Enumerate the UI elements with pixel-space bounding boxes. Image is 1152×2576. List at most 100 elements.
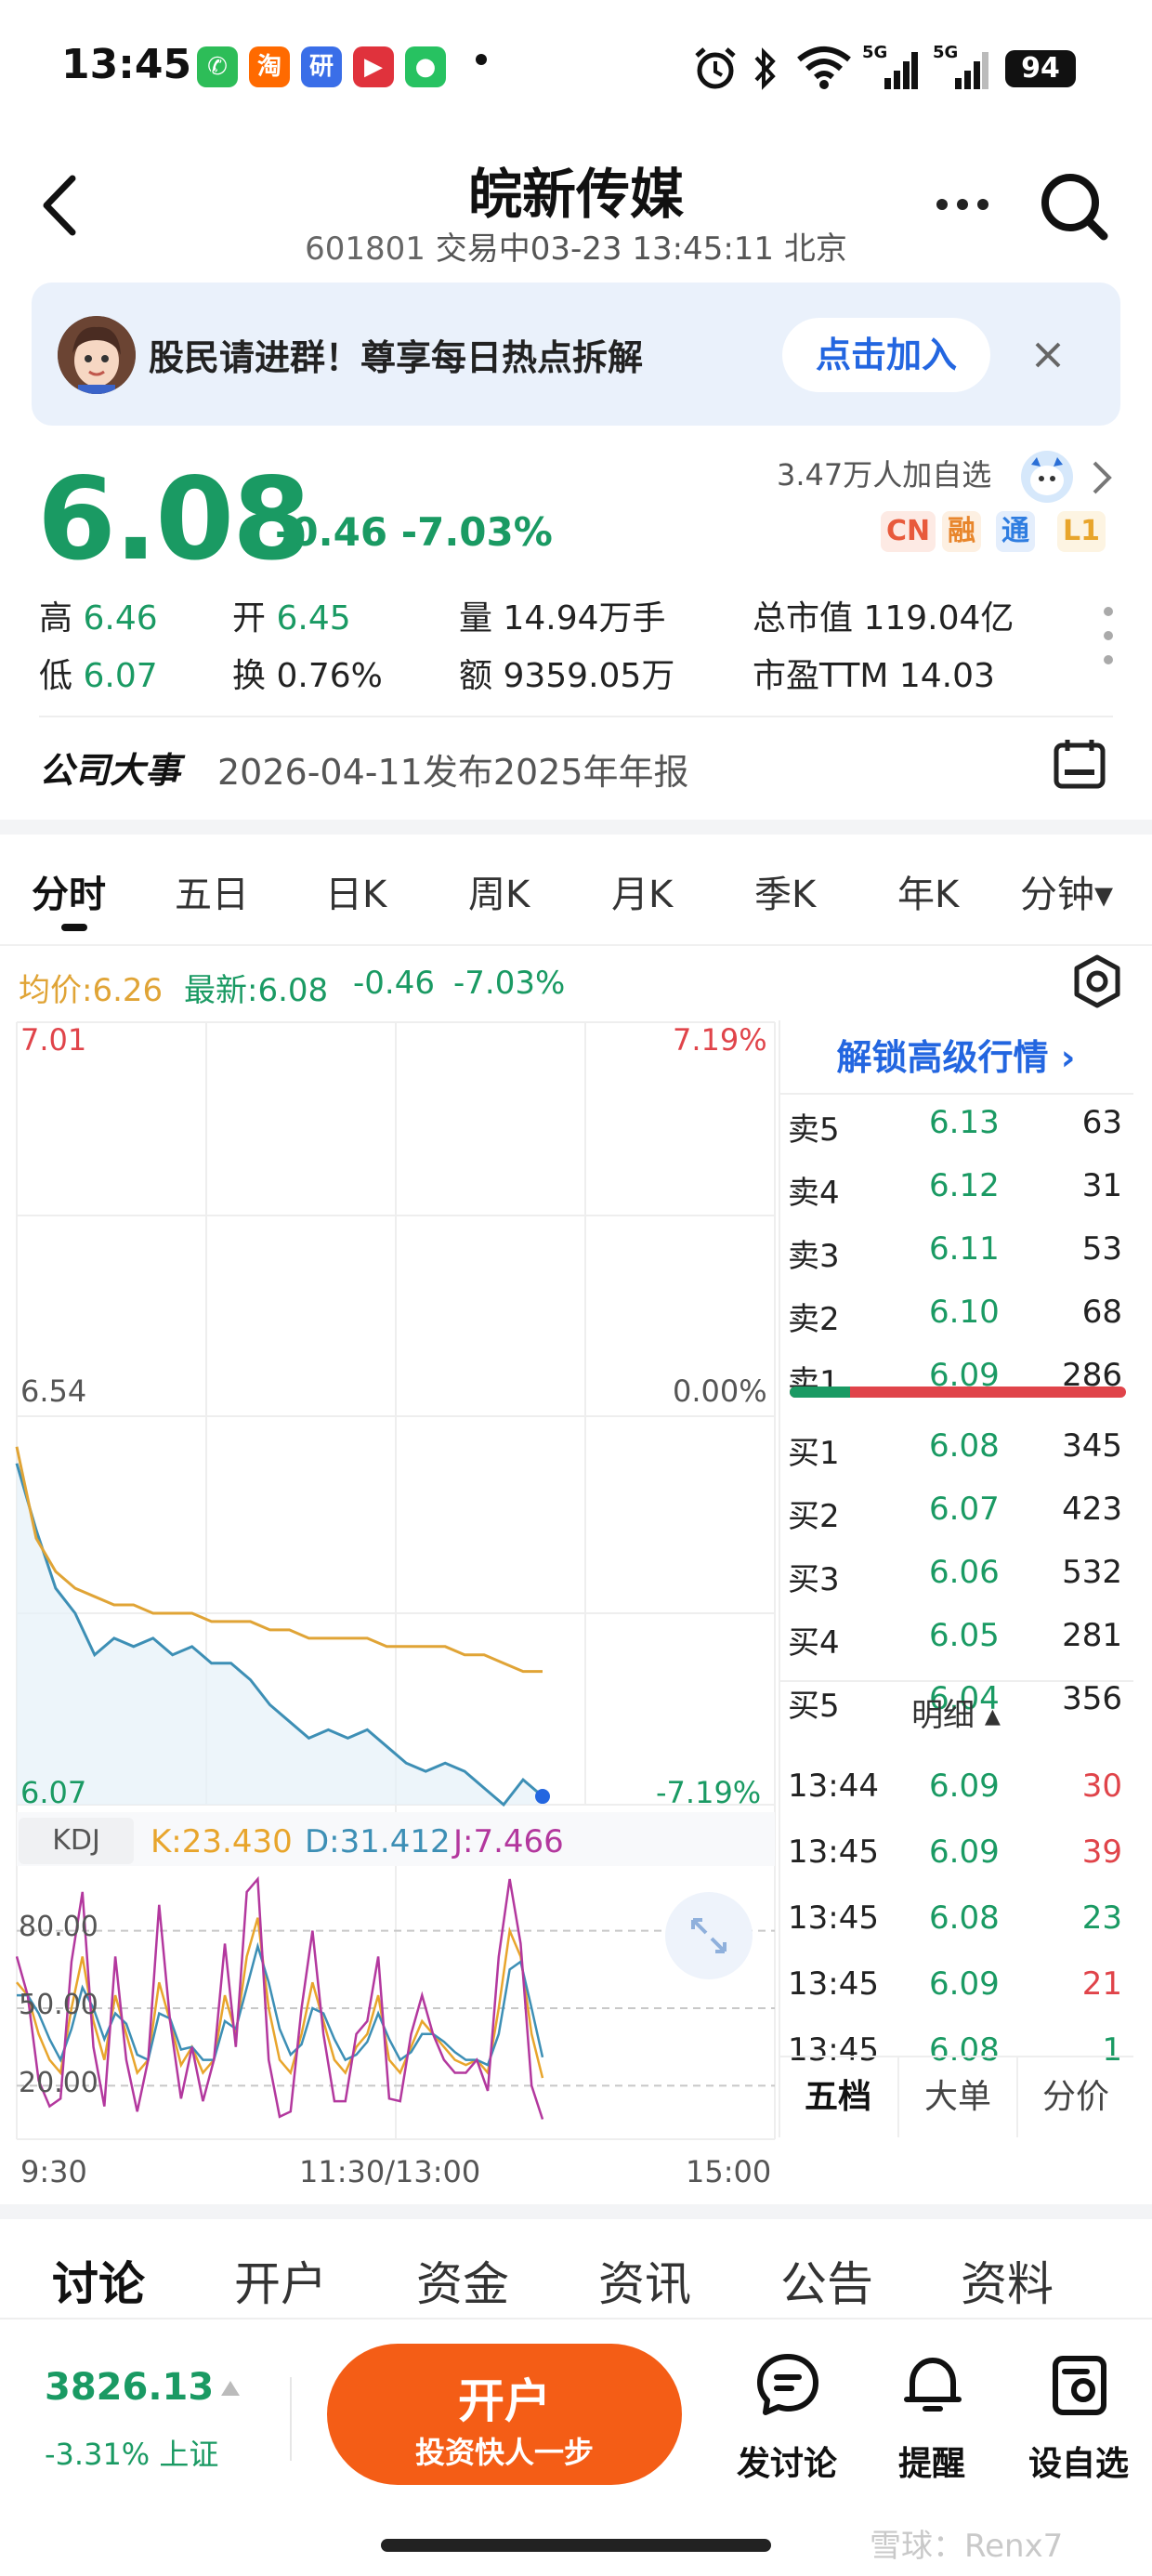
ask-row-price: 6.12 [929,1167,1000,1204]
ask-row-label: 卖5 [788,1111,840,1149]
current-price: 6.08 [37,453,311,585]
avg-price-legend: 均价:6.26 [19,972,164,1009]
add-watchlist-button[interactable]: 设自选 [1016,2351,1141,2491]
trade-tick-row: 13:45 6.08 23 [788,1892,1126,1948]
orderbook-tab[interactable]: 大单 [897,2056,1016,2137]
search-icon[interactable] [1039,167,1109,242]
quote-tag: CN [881,511,936,552]
bid-row-label: 买1 [788,1435,840,1472]
stat-volume: 量 14.94万手 [459,599,666,637]
ask-row-volume: 53 [1081,1230,1122,1268]
intraday-chart[interactable] [13,1015,777,2150]
chart-tab[interactable]: 五日 [175,874,249,916]
content-tab[interactable]: 资讯 [598,2257,691,2311]
content-tab[interactable]: 资料 [961,2257,1054,2311]
y-right-tick-high: 7.19% [673,1022,767,1058]
taobao-icon: 淘 [249,46,290,87]
watermark-text: 雪球：Renx7 [870,2528,1064,2565]
company-events-title: 公司大事 [39,750,181,791]
index-change: -3.31% 上证 [45,2437,219,2472]
trade-tick-row-price: 6.09 [929,1768,1000,1805]
trade-tick-row-volume: 23 [1081,1899,1122,1937]
active-tab-indicator [61,924,87,931]
network-type-label: 5G [862,43,888,62]
trade-tick-row: 13:45 6.09 39 [788,1826,1126,1882]
chevron-right-icon[interactable] [1091,459,1113,496]
expand-icon [691,1918,727,1953]
ask-row: 卖4 6.12 31 [788,1160,1126,1216]
promo-text: 股民请进群！尊享每日热点拆解 [149,337,644,378]
orderbook-tab[interactable]: 分价 [1016,2056,1133,2137]
watchlist-settings-icon [1053,2356,1106,2415]
content-tab[interactable]: 资金 [416,2257,509,2311]
price-change-percent: -7.03% [400,509,553,555]
calendar-icon[interactable] [1052,736,1107,792]
status-bar: 13:45 ✆ 淘研 ▶ ● 5G 5G 94 [0,0,1152,139]
bid-row-price: 6.06 [929,1554,1000,1591]
quote-tag: 融 [942,511,981,552]
chart-tab[interactable]: 周K [468,874,530,916]
bid-row-volume: 532 [1062,1554,1122,1591]
trade-tick-row-price: 6.08 [929,2031,1000,2069]
alert-button[interactable]: 提醒 [870,2351,994,2491]
y-right-tick-mid: 0.00% [673,1373,767,1409]
detail-toggle[interactable]: 明细 ▴ [911,1697,1001,1734]
home-indicator[interactable] [381,2539,771,2552]
y-tick-high: 7.01 [20,1022,87,1058]
company-events-text[interactable]: 2026-04-11发布2025年年报 [217,752,689,793]
chart-tab[interactable]: 分钟▾ [1020,874,1114,916]
indicator-selector[interactable]: KDJ [19,1818,134,1864]
x-tick-open: 9:30 [20,2154,87,2189]
content-tab[interactable]: 开户 [234,2257,327,2311]
latest-percent-legend: -7.03% [453,965,566,1002]
bid-row-price: 6.08 [929,1427,1000,1465]
close-icon[interactable] [1033,340,1063,370]
ask-row: 卖2 6.10 68 [788,1286,1126,1342]
fullscreen-button[interactable] [665,1892,753,1979]
stat-high: 高 6.46 [39,599,158,637]
expand-stats-icon[interactable] [1102,604,1115,667]
divider [780,1680,1133,1682]
trade-tick-row-label: 13:45 [788,1965,879,2003]
trade-tick-row-label: 13:45 [788,1833,879,1871]
chart-settings-icon[interactable] [1070,953,1124,1009]
section-separator [0,2204,1152,2219]
chart-tab[interactable]: 分时 [32,874,106,916]
alert-label: 提醒 [897,2445,965,2483]
more-icon[interactable] [935,195,990,214]
content-tab[interactable]: 公告 [780,2257,873,2311]
price-change: -0.46 -7.03% [275,509,553,555]
index-value[interactable]: 3826.13 [45,2366,215,2409]
ask-row-price: 6.11 [929,1230,1000,1268]
kdj-j-value: J:7.466 [453,1823,564,1860]
yanbao-icon: 研 [301,46,342,87]
content-tab[interactable]: 讨论 [52,2257,145,2311]
orderbook-tab[interactable]: 五档 [779,2056,897,2137]
chart-tab[interactable]: 月K [611,874,674,916]
add-watchlist-label: 设自选 [1028,2445,1129,2483]
status-time: 13:45 [61,41,192,88]
chart-tab[interactable]: 季K [754,874,817,916]
unlock-advanced-quotes[interactable]: 解锁高级行情 › [779,1020,1133,1095]
ask-row-label: 卖4 [788,1175,840,1212]
group-promo-banner[interactable]: 股民请进群！尊享每日热点拆解 点击加入 [32,283,1120,426]
y-tick-low: 6.07 [20,1775,87,1810]
bid-row-label: 买3 [788,1561,840,1598]
kdj-header-band [17,1812,775,1866]
stat-amount: 额 9359.05万 [459,657,675,695]
bid-row-volume: 281 [1062,1617,1122,1654]
chart-tab[interactable]: 年K [897,874,960,916]
followers-count[interactable]: 3.47万人加自选 [777,457,992,493]
open-account-button[interactable]: 开户 投资快人一步 [327,2344,682,2485]
open-account-subtitle: 投资快人一步 [414,2435,594,2470]
back-icon[interactable] [39,173,80,238]
post-discussion-button[interactable]: 发讨论 [725,2351,849,2491]
chart-tab[interactable]: 日K [325,874,387,916]
quote-tag: L1 [1057,511,1106,552]
assistant-avatar [58,316,136,394]
divider [290,2377,292,2461]
more-notifications-icon [476,54,487,65]
bid-row-price: 6.04 [929,1680,1000,1717]
wifi-icon [797,46,851,89]
join-group-button[interactable]: 点击加入 [782,318,990,392]
